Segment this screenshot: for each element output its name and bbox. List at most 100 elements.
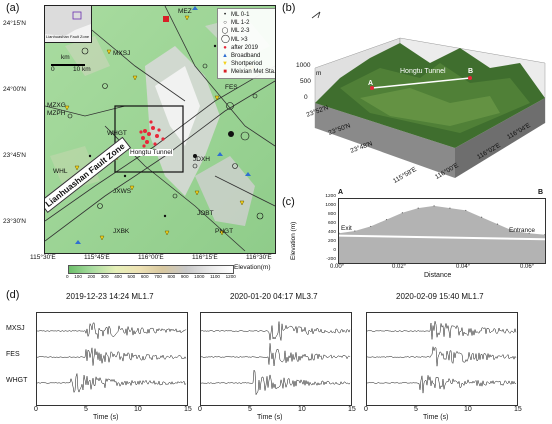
profile-point <box>465 209 467 212</box>
profile-area <box>339 205 545 263</box>
profile-ytick: 1200 <box>325 194 336 199</box>
map-frame: Lianhuashan Fault Zone km 0 10 km MEZ MX… <box>44 5 276 254</box>
event-title: 2020-01-20 04:17 ML3.7 <box>230 292 318 301</box>
point-b-3d: B <box>468 68 474 75</box>
station-label-whgt: WHGT <box>107 130 127 137</box>
scale-bar: km 0 10 km <box>51 54 91 73</box>
colorbar-tick: 600 <box>140 274 149 279</box>
colorbar-tick: 0 <box>66 274 69 279</box>
profile-point <box>496 223 499 225</box>
panel-label-b: (b) <box>282 2 296 14</box>
legend-label: Meixian Met Sta. <box>231 69 276 75</box>
profile-xlabel: Distance <box>424 272 452 279</box>
profile-point <box>370 225 372 228</box>
time-tick: 5 <box>84 406 88 413</box>
legend-symbol: ◯ <box>221 28 229 34</box>
time-tick: 15 <box>514 406 522 413</box>
waveform-trace <box>36 373 187 394</box>
profile-point <box>401 212 403 214</box>
panel-label-c: (c) <box>282 196 295 208</box>
profile-xticks: 0.00° 0.02° 0.04° 0.06° <box>330 264 550 272</box>
legend-item: ◯ ML 2-3 <box>221 27 275 35</box>
colorbar-tick: 1100 <box>210 274 220 279</box>
time-tick: 10 <box>464 406 472 413</box>
profile-ytick: 800 <box>327 212 336 217</box>
tunnel-line <box>338 234 546 241</box>
legend-label: after 2019 <box>231 45 259 51</box>
point-a-3d: A <box>368 80 374 87</box>
map-lat-tick: 24°15'N <box>3 20 26 27</box>
colorbar-label: Elevation(m) <box>234 264 271 271</box>
time-tick: 5 <box>248 406 252 413</box>
legend-label: ML 0-1 <box>231 12 250 18</box>
legend-item: ▲ Broadband <box>221 52 275 60</box>
profile-xtick: 0.02° <box>392 264 407 270</box>
profile-ytick: 400 <box>327 230 336 235</box>
profile-point <box>433 205 435 207</box>
colorbar-tick: 500 <box>127 274 136 279</box>
profile-xtick: 0.06° <box>520 264 535 270</box>
profile-ylabel: Elevation (m) <box>290 221 297 260</box>
map-lat-tick: 23°45'N <box>3 152 26 159</box>
profile-entrance-label: Entrance <box>509 227 536 234</box>
legend-symbol: ▼ <box>222 61 228 67</box>
legend-item: ▼ Shortperiod <box>221 60 275 68</box>
profile-point <box>528 232 530 234</box>
legend-symbol: ▲ <box>222 53 228 59</box>
legend-item: ◯ML >3 <box>221 34 275 44</box>
colorbar-tick: 1000 <box>194 274 205 279</box>
profile-exit-label: Exit <box>341 225 352 232</box>
tunnel-label-map: Hongtu Tunnel <box>129 149 174 156</box>
seismogram-panel <box>366 312 518 406</box>
time-tick: 0 <box>198 406 202 413</box>
profile-ytick: -200 <box>326 257 336 262</box>
profile-yticks: 1200 1000 800 600 400 200 0 -200 <box>316 194 336 264</box>
panel-label-a: (a) <box>6 2 20 14</box>
profile-xtick: 0.00° <box>330 264 345 270</box>
station-label-mzxg: MZXG <box>47 102 66 109</box>
profile-point-b: B <box>538 189 544 196</box>
waveform-trace <box>366 321 517 340</box>
legend-item: ○ ML 1-2 <box>221 19 275 27</box>
waveform-trace <box>366 346 517 367</box>
station-label-fes: FES <box>225 84 238 91</box>
event-title: 2019-12-23 14:24 ML1.7 <box>66 292 154 301</box>
legend-symbol: ◯ <box>221 34 230 43</box>
station-label-jxws: JXWS <box>113 188 132 195</box>
legend-symbol: ● <box>223 45 227 51</box>
time-axis-label: Time (s) <box>93 414 119 421</box>
seismogram-panel <box>36 312 188 406</box>
profile-point-a: A <box>338 189 344 196</box>
time-axis-label: Time (s) <box>257 414 283 421</box>
time-tick: 0 <box>34 406 38 413</box>
view3d: 1000 500 0 m A B Hongtu Tunnel 23°52'N 2… <box>296 8 550 188</box>
inset-map: Lianhuashan Fault Zone <box>45 6 92 43</box>
time-tick: 5 <box>414 406 418 413</box>
map-lon-tick: 116°30'E <box>246 254 272 261</box>
waveform-trace <box>36 347 187 366</box>
station-label-whl: WHL <box>53 168 68 175</box>
profile-ytick: 600 <box>327 221 336 226</box>
station-label-jxbk: JXBK <box>113 228 130 235</box>
profile-point <box>385 218 388 221</box>
profile-ytick: 200 <box>327 239 336 244</box>
profile-point <box>481 216 483 218</box>
waveform-trace <box>200 321 351 341</box>
event-title: 2020-02-09 15:40 ML1.7 <box>396 292 484 301</box>
time-tick: 10 <box>134 406 142 413</box>
z-unit: m <box>316 70 322 77</box>
z-tick: 500 <box>300 78 311 85</box>
colorbar-tick: 800 <box>167 274 176 279</box>
legend-item: ■ Meixian Met Sta. <box>221 68 276 76</box>
profile-point <box>512 230 514 232</box>
waveform-trace <box>366 375 517 394</box>
tunnel-label-3d: Hongtu Tunnel <box>400 68 446 75</box>
colorbar-tick: 100 <box>74 274 82 279</box>
station-label-jdxh: JDXH <box>193 156 210 163</box>
map-lon-tick: 116°15'E <box>192 254 218 261</box>
legend-item: • ML 0-1 <box>221 11 275 19</box>
waveform-trace <box>200 343 351 367</box>
station-label-mzph: MZPH <box>47 110 66 117</box>
legend-label: Shortperiod <box>231 61 263 67</box>
time-tick: 10 <box>298 406 306 413</box>
